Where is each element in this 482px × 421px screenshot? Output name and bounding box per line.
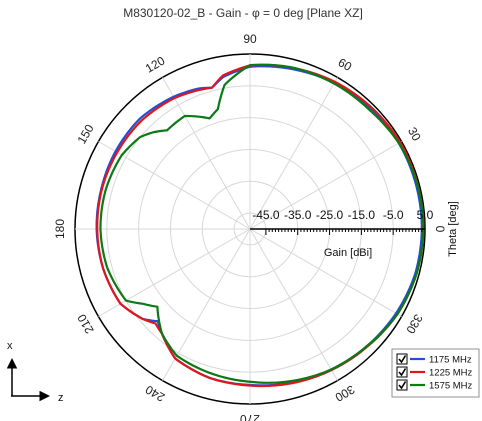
angle-label-120: 120: [143, 53, 168, 75]
legend-label-2: 1575 MHz: [429, 381, 473, 392]
radial-tick-label-1: -35.0: [284, 208, 312, 222]
angle-label-240: 240: [143, 382, 168, 404]
angle-label-210: 210: [74, 311, 96, 336]
grid-spoke-120: [162, 77, 251, 230]
grid-spoke-60: [249, 77, 338, 230]
angle-label-90: 90: [243, 32, 257, 46]
grid-spoke-210: [98, 228, 251, 317]
angle-axis-label: Theta [deg]: [447, 201, 459, 257]
legend-checkbox-2[interactable]: [396, 379, 408, 391]
grid-spoke-30: [249, 141, 402, 230]
angle-label-180: 180: [53, 219, 67, 239]
series-layer: [95, 63, 425, 388]
check-icon: [398, 381, 407, 390]
angle-label-150: 150: [75, 122, 97, 147]
radial-tick-label-4: -5.0: [383, 208, 404, 222]
legend-label-1: 1225 MHz: [429, 368, 473, 379]
angle-label-0: 0: [433, 226, 447, 233]
legend-checkbox-1[interactable]: [396, 366, 408, 378]
grid-spoke-330: [249, 228, 402, 317]
x-axis-letter: x: [7, 340, 13, 352]
check-icon: [398, 355, 407, 364]
z-axis-letter: z: [58, 392, 64, 404]
radial-tick-label-2: -25.0: [316, 208, 344, 222]
grid-spoke-300: [249, 228, 338, 381]
legend: 1175 MHz 1225 MHz 1575 MHz: [391, 348, 480, 398]
angle-label-330: 330: [403, 312, 425, 337]
axes-indicator: x z: [6, 340, 64, 404]
grid-spoke-150: [98, 141, 251, 230]
polar-grid: [74, 53, 426, 405]
radial-tick-label-0: -45.0: [252, 208, 280, 222]
legend-label-0: 1175 MHz: [429, 355, 472, 366]
radial-tick-label-3: -15.0: [348, 208, 376, 222]
radial-scale: -45.0 -35.0 -25.0 -15.0 -5.0 5.0: [250, 208, 434, 235]
check-icon: [398, 368, 407, 377]
angle-label-60: 60: [336, 55, 355, 74]
series-line-2: [99, 63, 425, 384]
chart-title: M830120-02_B - Gain - φ = 0 deg [Plane X…: [123, 6, 363, 20]
legend-checkbox-0[interactable]: [396, 353, 408, 365]
angle-label-300: 300: [332, 382, 357, 404]
radial-axis-label: Gain [dBi]: [324, 247, 372, 259]
radial-tick-label-5: 5.0: [417, 208, 434, 222]
angle-labels: 0 30 60 90 120 150 180 210 240 270 300 330: [53, 32, 447, 421]
angle-label-30: 30: [405, 125, 424, 144]
angle-label-270: 270: [240, 412, 260, 421]
